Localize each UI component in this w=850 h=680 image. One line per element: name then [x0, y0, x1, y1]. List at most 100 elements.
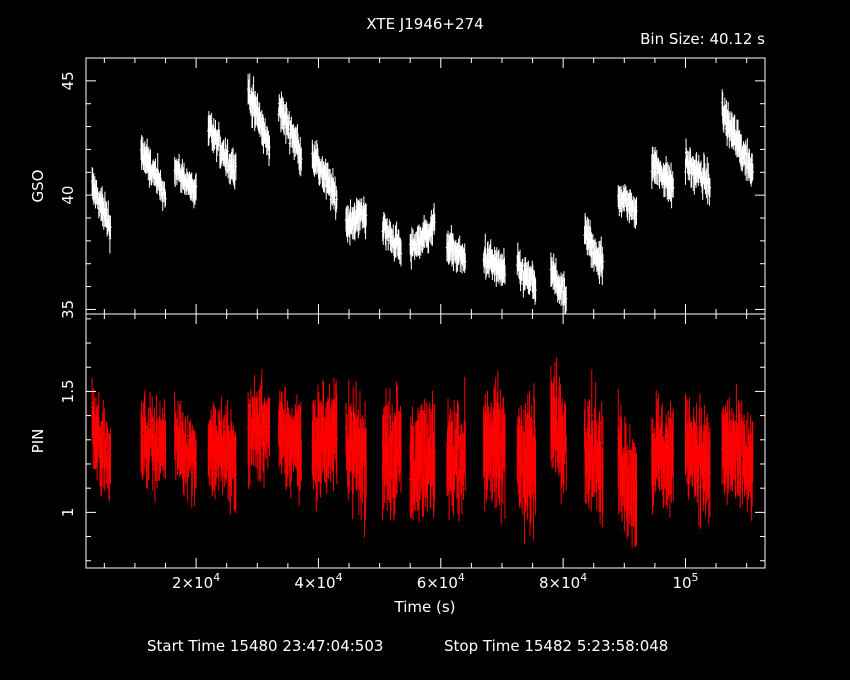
data-point	[601, 253, 605, 270]
data-point	[364, 428, 368, 498]
start-time-label: Start Time 15480 23:47:04:503	[147, 637, 383, 655]
data-point	[399, 413, 403, 493]
data-point	[226, 139, 229, 164]
data-point	[534, 278, 537, 302]
gso-axis-label: GSO	[29, 170, 47, 203]
data-point	[263, 118, 267, 143]
data-point	[684, 158, 687, 185]
data-point	[268, 135, 271, 159]
data-point	[155, 447, 159, 489]
x-tick-label: 8×104	[539, 571, 587, 592]
pin-panel-frame	[85, 313, 766, 569]
data-point	[109, 215, 112, 239]
y-tick-label: 45	[59, 71, 77, 90]
data-point	[739, 451, 742, 493]
data-point	[268, 397, 271, 457]
data-point	[194, 173, 198, 201]
data-point	[708, 427, 712, 518]
data-point	[534, 438, 537, 516]
data-point	[564, 405, 567, 455]
gso-axes: 35 40 45	[59, 57, 765, 319]
data-point	[635, 453, 638, 545]
data-point	[451, 421, 454, 459]
data-point	[159, 169, 162, 188]
data-point	[601, 416, 605, 515]
data-point	[335, 190, 338, 209]
data-point	[164, 191, 167, 207]
x-tick-label: 6×104	[417, 571, 465, 592]
data-point	[234, 152, 238, 180]
gso-data-points	[90, 73, 754, 314]
pin-axis-label: PIN	[29, 429, 47, 454]
pin-axes: 1 1.5 2×104 4×104 6×104 8×104 105	[59, 314, 765, 592]
data-point	[427, 229, 430, 254]
data-point	[287, 111, 291, 126]
data-point	[697, 449, 701, 526]
data-point	[218, 129, 221, 143]
data-point	[194, 439, 198, 489]
x-axis-label: Time (s)	[394, 598, 456, 616]
data-point	[735, 383, 738, 449]
data-point	[234, 435, 238, 513]
data-point	[635, 196, 638, 225]
data-point	[164, 420, 167, 479]
data-point	[733, 115, 736, 146]
data-point	[182, 162, 186, 184]
data-point	[457, 470, 461, 522]
data-point	[464, 421, 467, 492]
bin-size-label: Bin Size: 40.12 s	[640, 30, 765, 48]
data-point	[503, 413, 507, 520]
data-point	[741, 461, 744, 505]
data-point	[708, 178, 712, 198]
x-tick-label: 2×104	[172, 571, 220, 592]
data-point	[672, 408, 675, 501]
data-point	[360, 198, 363, 216]
data-point	[751, 421, 754, 483]
data-point	[287, 120, 290, 139]
data-point	[252, 76, 255, 109]
chart-title: XTE J1946+274	[366, 15, 483, 33]
data-point	[590, 369, 593, 462]
y-tick-label: 1.5	[59, 379, 77, 403]
data-point	[300, 147, 303, 171]
data-point	[163, 399, 166, 433]
data-point	[751, 163, 754, 181]
x-tick-label: 4×104	[294, 571, 342, 592]
data-point	[433, 403, 436, 501]
data-point	[153, 407, 156, 450]
data-point	[564, 435, 568, 491]
data-point	[399, 240, 403, 267]
data-point	[672, 177, 675, 198]
pin-panel: 1 1.5 2×104 4×104 6×104 8×104 105 PIN	[29, 313, 766, 592]
data-point	[564, 286, 568, 312]
data-point	[503, 265, 507, 285]
data-point	[555, 357, 558, 451]
data-point	[433, 213, 436, 231]
data-point	[521, 258, 525, 273]
data-point	[392, 224, 395, 248]
data-point	[484, 233, 487, 265]
data-point	[249, 388, 253, 423]
data-point	[387, 229, 390, 251]
data-point	[335, 394, 338, 485]
data-point	[259, 425, 262, 483]
data-point	[109, 428, 112, 484]
data-point	[661, 403, 664, 462]
data-point	[97, 391, 100, 444]
gso-panel: 35 40 45 GSO	[29, 57, 766, 319]
x-tick-label: 105	[672, 571, 698, 592]
data-point	[300, 441, 303, 482]
y-tick-label: 35	[59, 300, 77, 319]
data-point	[395, 447, 399, 494]
data-point	[699, 442, 702, 529]
data-point	[457, 403, 460, 451]
stop-time-label: Stop Time 15482 5:23:58:048	[444, 637, 668, 655]
y-tick-label: 1	[59, 508, 77, 518]
data-point	[186, 415, 190, 457]
data-point	[464, 253, 467, 270]
data-point	[620, 418, 623, 474]
y-tick-label: 40	[59, 186, 77, 205]
data-point	[364, 204, 368, 227]
pin-data-points	[90, 357, 754, 548]
